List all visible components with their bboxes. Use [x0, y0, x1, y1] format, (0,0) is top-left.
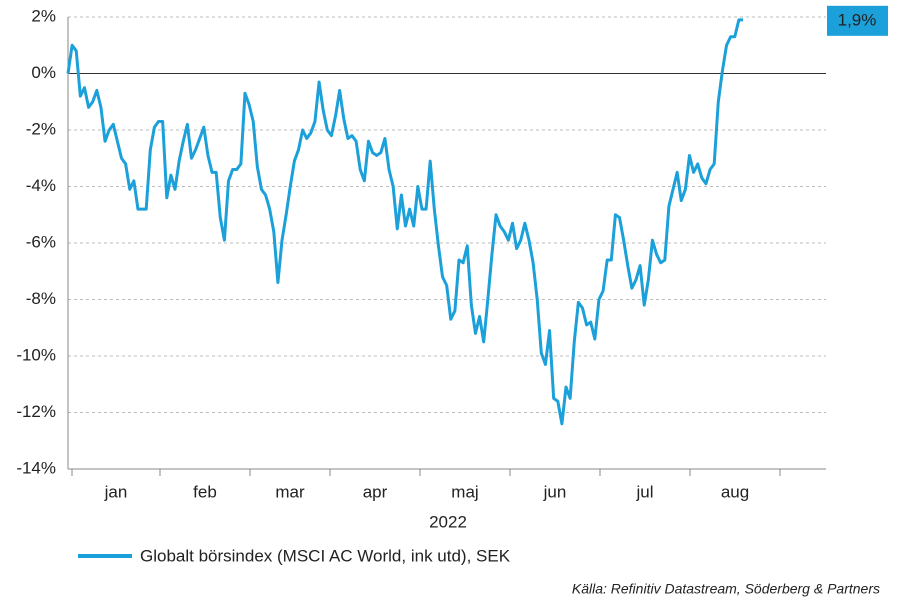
end-label-box	[827, 5, 888, 36]
x-tick-label: mar	[275, 482, 305, 501]
data-line	[66, 18, 743, 426]
y-tick-label: -12%	[16, 402, 56, 421]
x-tick-label: aug	[721, 482, 749, 501]
y-tick-label: -6%	[26, 232, 56, 251]
x-tick-label: jun	[543, 482, 567, 501]
y-tick-label: -2%	[26, 119, 56, 138]
y-tick-label: 2%	[31, 6, 56, 25]
x-tick-label: jan	[104, 482, 128, 501]
y-tick-label: -4%	[26, 176, 56, 195]
legend-label: Globalt börsindex (MSCI AC World, ink ut…	[140, 546, 511, 565]
x-tick-label: maj	[451, 482, 478, 501]
y-tick-label: -14%	[16, 458, 56, 477]
x-tick-label: feb	[193, 482, 217, 501]
x-tick-label: jul	[635, 482, 653, 501]
source: Källa: Refinitiv Datastream, Söderberg &…	[572, 581, 880, 597]
x-axis-label: 2022	[429, 512, 467, 531]
y-tick-label: -8%	[26, 289, 56, 308]
end-label: 1,9%	[838, 10, 877, 29]
y-tick-label: 0%	[31, 63, 56, 82]
y-tick-label: -10%	[16, 345, 56, 364]
x-tick-label: apr	[363, 482, 388, 501]
